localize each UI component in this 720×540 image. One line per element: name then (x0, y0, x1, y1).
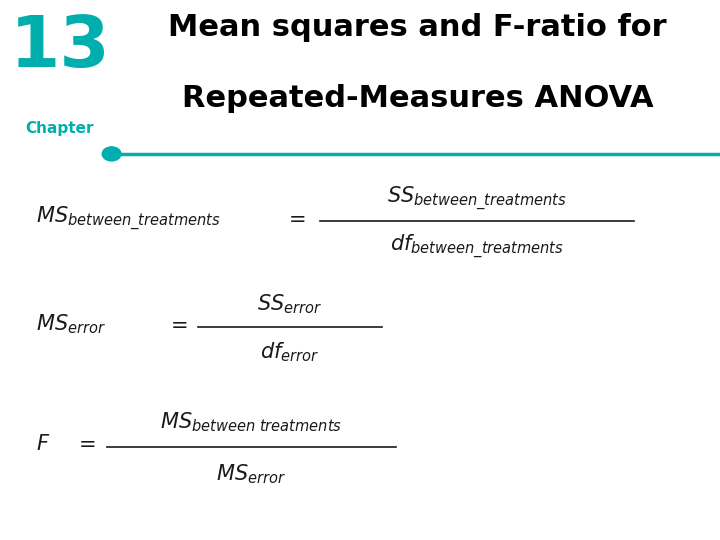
Text: $MS_{error}$: $MS_{error}$ (36, 312, 106, 336)
Text: $SS_{between\_treatments}$: $SS_{between\_treatments}$ (387, 185, 567, 213)
Text: $=$: $=$ (284, 209, 306, 228)
Text: $df_{between\_treatments}$: $df_{between\_treatments}$ (390, 233, 564, 261)
Text: $MS_{between\ treatments}$: $MS_{between\ treatments}$ (161, 410, 342, 434)
Text: $F$: $F$ (36, 434, 50, 454)
Text: $=$: $=$ (74, 434, 96, 454)
Text: $MS_{error}$: $MS_{error}$ (216, 462, 287, 486)
Text: $df_{error}$: $df_{error}$ (260, 341, 320, 364)
Text: $MS_{between\_treatments}$: $MS_{between\_treatments}$ (36, 205, 221, 233)
Text: $SS_{error}$: $SS_{error}$ (257, 293, 323, 316)
Text: Mean squares and F-ratio for: Mean squares and F-ratio for (168, 14, 667, 43)
Circle shape (102, 147, 121, 161)
Text: Repeated-Measures ANOVA: Repeated-Measures ANOVA (181, 84, 654, 113)
Text: 13: 13 (9, 14, 110, 83)
Text: Chapter: Chapter (25, 122, 94, 137)
Text: $=$: $=$ (166, 314, 187, 334)
